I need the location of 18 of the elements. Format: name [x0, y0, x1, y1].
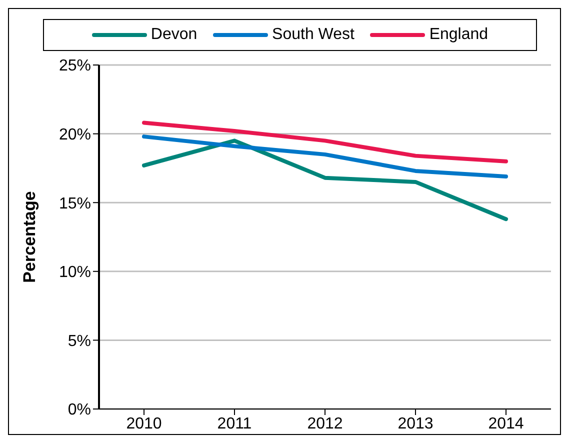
- legend-label: England: [428, 26, 488, 44]
- line-series: [142, 134, 508, 178]
- y-axis-title: Percentage: [20, 191, 40, 283]
- legend-label: South West: [271, 26, 354, 44]
- x-tick-label: 2011: [217, 415, 252, 432]
- y-tick-label: 15%: [58, 195, 91, 212]
- y-tick-label: 0%: [68, 402, 91, 419]
- x-tick-label: 2013: [398, 415, 434, 432]
- legend-label: Devon: [150, 26, 198, 44]
- y-tick-label: 5%: [68, 332, 91, 350]
- y-tick-label: 20%: [58, 126, 91, 144]
- x-tick-label: 2014: [488, 415, 524, 432]
- y-tick-label: 25%: [58, 58, 91, 75]
- line-series: [142, 120, 508, 164]
- x-tick-label: 2010: [126, 415, 162, 432]
- y-tick-label: 10%: [58, 264, 91, 282]
- line-series: [142, 138, 508, 222]
- x-tick-label: 2012: [307, 415, 343, 432]
